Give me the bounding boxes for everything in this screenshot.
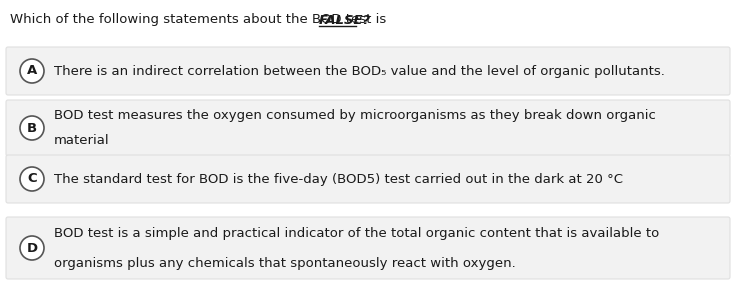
Text: organisms plus any chemicals that spontaneously react with oxygen.: organisms plus any chemicals that sponta… xyxy=(54,257,516,269)
FancyBboxPatch shape xyxy=(6,100,730,156)
Text: C: C xyxy=(27,172,37,185)
Text: The standard test for BOD is the five-day (BOD5) test carried out in the dark at: The standard test for BOD is the five-da… xyxy=(54,172,623,185)
Circle shape xyxy=(20,116,44,140)
FancyBboxPatch shape xyxy=(6,47,730,95)
Text: There is an indirect correlation between the BOD₅ value and the level of organic: There is an indirect correlation between… xyxy=(54,65,665,77)
Text: B: B xyxy=(27,121,37,135)
Circle shape xyxy=(20,59,44,83)
Text: BOD test measures the oxygen consumed by microorganisms as they break down organ: BOD test measures the oxygen consumed by… xyxy=(54,110,656,123)
Circle shape xyxy=(20,167,44,191)
FancyBboxPatch shape xyxy=(6,155,730,203)
Text: D: D xyxy=(26,241,38,255)
Text: material: material xyxy=(54,133,110,146)
Text: FALSE?: FALSE? xyxy=(319,13,371,26)
Text: Which of the following statements about the BOD test is: Which of the following statements about … xyxy=(10,13,391,26)
Text: BOD test is a simple and practical indicator of the total organic content that i: BOD test is a simple and practical indic… xyxy=(54,226,659,239)
Circle shape xyxy=(20,236,44,260)
Text: A: A xyxy=(27,65,37,77)
FancyBboxPatch shape xyxy=(6,217,730,279)
